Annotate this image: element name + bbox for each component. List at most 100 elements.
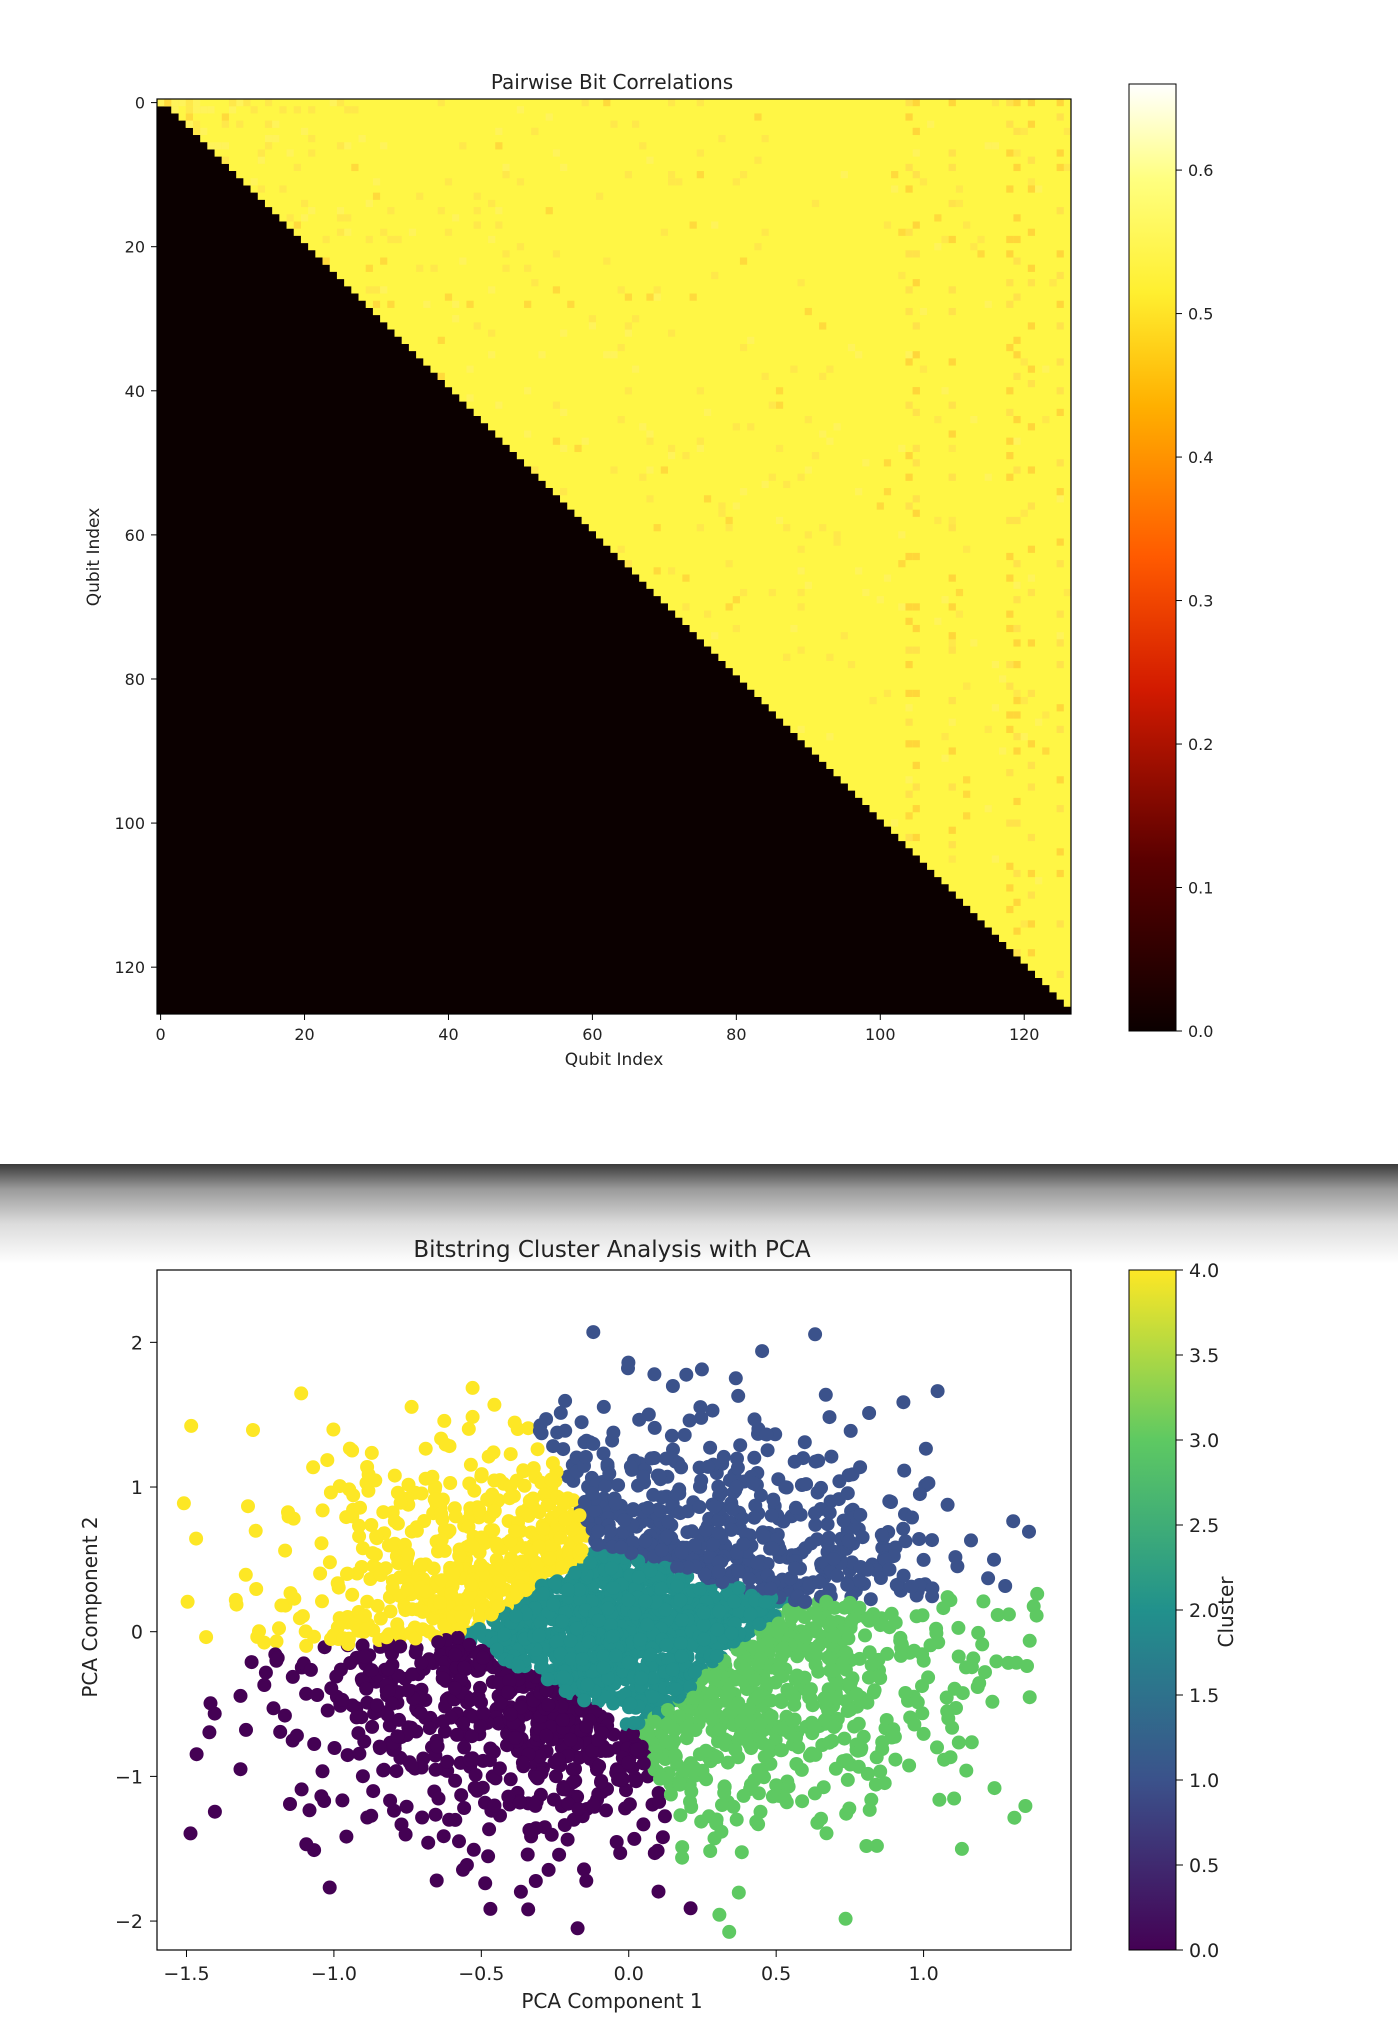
scatter-point xyxy=(809,1648,824,1663)
heatmap-cell xyxy=(891,819,899,827)
scatter-point xyxy=(896,1568,911,1583)
heatmap-x-tick-label: 100 xyxy=(865,1025,896,1044)
scatter-point xyxy=(509,1473,524,1488)
heatmap-cell xyxy=(948,99,956,107)
scatter-point xyxy=(799,1477,814,1492)
heatmap-cell xyxy=(934,214,942,222)
heatmap-cell xyxy=(545,207,553,215)
heatmap-cell xyxy=(516,106,525,114)
screenshot-separator xyxy=(0,1164,1398,1264)
scatter-point xyxy=(560,1832,575,1847)
heatmap-cell xyxy=(905,833,913,842)
scatter-point xyxy=(925,1533,939,1548)
heatmap-cell xyxy=(970,416,978,424)
heatmap-cell xyxy=(711,632,719,640)
scatter-point xyxy=(273,1724,288,1739)
heatmap-cell xyxy=(380,257,388,265)
scatter-point xyxy=(437,1724,452,1739)
heatmap-cell xyxy=(963,221,971,229)
scatter-point xyxy=(705,1403,720,1418)
heatmap-cell xyxy=(1006,725,1014,734)
scatter-point xyxy=(555,1494,570,1509)
scatter-point xyxy=(487,1504,502,1518)
scatter-point xyxy=(807,1720,822,1735)
scatter-point xyxy=(851,1759,866,1774)
scatter-point xyxy=(902,1758,917,1773)
heatmap-cell xyxy=(775,401,784,409)
heatmap-cell xyxy=(300,199,309,208)
scatter-point xyxy=(558,1512,573,1527)
heatmap-cell xyxy=(653,524,661,532)
heatmap-cell xyxy=(696,99,704,107)
scatter-point xyxy=(822,1735,837,1750)
scatter-point xyxy=(730,1460,745,1475)
scatter-point xyxy=(827,1629,842,1644)
heatmap-cell xyxy=(912,149,920,157)
scatter-point xyxy=(626,1726,640,1741)
scatter-point xyxy=(269,1634,284,1649)
heatmap-cell xyxy=(783,480,791,489)
heatmap-cell xyxy=(365,286,373,294)
heatmap-cell xyxy=(221,142,229,150)
scatter-point xyxy=(516,1463,531,1478)
scatter-point xyxy=(699,1772,714,1787)
scatter-point xyxy=(955,1686,970,1701)
heatmap-cell xyxy=(905,452,913,460)
scatter-point xyxy=(545,1456,560,1471)
heatmap-cell xyxy=(344,142,352,150)
heatmap-cell xyxy=(631,120,640,128)
scatter-point xyxy=(830,1568,845,1583)
heatmap-cell xyxy=(279,185,287,193)
heatmap-cell xyxy=(912,603,920,611)
scatter-point xyxy=(426,1611,441,1626)
scatter-point xyxy=(436,1714,451,1729)
heatmap-cell xyxy=(912,322,920,330)
scatter-point xyxy=(549,1769,563,1784)
scatter-point xyxy=(599,1803,613,1818)
heatmap-cell xyxy=(1013,898,1021,906)
scatter-point xyxy=(661,1514,676,1529)
heatmap-cell xyxy=(466,394,474,402)
heatmap-cell xyxy=(250,178,258,186)
scatter-point xyxy=(781,1779,796,1794)
heatmap-cell xyxy=(1013,624,1021,633)
scatter-point xyxy=(535,1586,550,1601)
scatter-point xyxy=(808,1327,823,1342)
heatmap-cell xyxy=(243,99,251,107)
scatter-point xyxy=(698,1700,713,1715)
scatter-point xyxy=(636,1756,651,1771)
heatmap-cell xyxy=(624,293,632,301)
heatmap-cell xyxy=(948,603,956,611)
heatmap-cell xyxy=(905,718,913,726)
scatter-point xyxy=(675,1613,689,1627)
scatter-point xyxy=(233,1688,248,1703)
scatter-point xyxy=(842,1595,857,1610)
scatter-point xyxy=(452,1834,466,1849)
heatmap-cell xyxy=(898,444,906,453)
scatter-point xyxy=(791,1740,806,1755)
heatmap-cell xyxy=(711,271,719,280)
scatter-point xyxy=(1006,1514,1021,1529)
scatter-point xyxy=(660,1529,675,1544)
scatter-point xyxy=(503,1772,518,1787)
scatter-point xyxy=(577,1862,591,1877)
heatmap-cell xyxy=(991,142,1000,150)
heatmap-cell xyxy=(502,264,510,272)
scatter-point xyxy=(430,1739,445,1754)
scatter-point xyxy=(808,1517,823,1532)
heatmap-cell xyxy=(495,401,503,409)
scatter-point xyxy=(307,1737,322,1751)
heatmap-cell xyxy=(912,495,920,503)
scatter-point xyxy=(884,1606,899,1621)
heatmap-cell xyxy=(747,423,755,431)
heatmap-cell xyxy=(912,221,920,229)
heatmap-cell xyxy=(912,444,920,453)
scatter-point xyxy=(673,1808,688,1823)
scatter-point xyxy=(574,1543,589,1557)
heatmap-cell xyxy=(1056,113,1064,121)
heatmap-cell xyxy=(560,444,568,453)
heatmap-cell xyxy=(300,214,309,222)
scatter-point xyxy=(476,1706,491,1721)
scatter-point xyxy=(361,1483,376,1498)
heatmap-cell xyxy=(984,473,992,481)
